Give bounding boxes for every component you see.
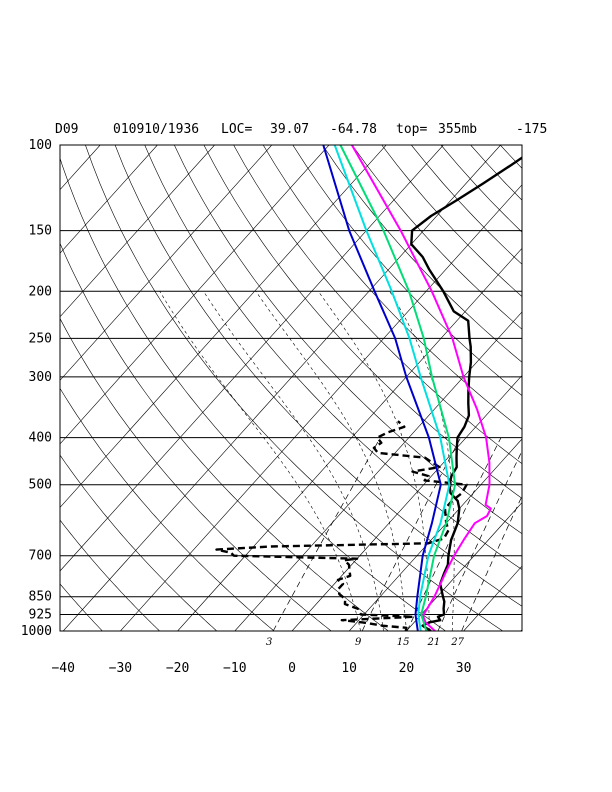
isotherm-line	[60, 145, 273, 381]
dry-adiabat-line	[381, 145, 522, 297]
dry-adiabat-line	[114, 145, 522, 607]
isotherm-line	[578, 145, 612, 631]
temperature-tick-label: 10	[341, 661, 357, 676]
moist-adiabat-line	[159, 291, 361, 631]
isotherm-line	[406, 502, 522, 631]
mixing-ratio-line	[461, 495, 522, 631]
mixing-ratio-label: 15	[397, 637, 410, 648]
isotherm-line	[177, 247, 522, 631]
temperature-tick-label: 30	[456, 661, 472, 676]
header-top-label: top=	[396, 122, 427, 137]
pressure-tick-label: 100	[29, 138, 52, 153]
header-lat: 39.07	[270, 122, 309, 137]
header-extra: -175	[516, 122, 547, 137]
mixing-ratio-label: 21	[427, 637, 441, 648]
sounding-trace	[322, 145, 442, 631]
mixing-ratio-label: 3	[266, 637, 272, 648]
isotherm-line	[463, 565, 522, 631]
header-station: D09	[55, 122, 78, 137]
header-lon: -64.78	[330, 122, 377, 137]
pressure-tick-label: 300	[29, 370, 52, 385]
temperature-tick-label: −40	[51, 661, 74, 676]
pressure-tick-label: 925	[29, 608, 52, 623]
temperature-tick-label: 20	[399, 661, 415, 676]
sounding-trace	[333, 145, 451, 631]
sounding-trace	[410, 156, 522, 631]
dry-adiabat-line	[351, 145, 522, 330]
dry-adiabat-line	[144, 145, 522, 571]
pressure-tick-label: 850	[29, 590, 52, 605]
pressure-tick-label: 250	[29, 331, 52, 346]
pressure-tick-label: 150	[29, 224, 52, 239]
header-top-value: 355mb	[438, 122, 477, 137]
isotherm-line	[60, 145, 387, 508]
dry-adiabat-line	[530, 145, 612, 631]
isotherm-line	[60, 145, 215, 318]
temperature-tick-label: −30	[109, 661, 132, 676]
dry-adiabat-line	[499, 145, 522, 169]
dry-adiabat-line	[440, 145, 522, 233]
header-datetime: 010910/1936	[113, 122, 199, 137]
isotherm-line	[60, 145, 158, 254]
moist-adiabat-line	[255, 291, 407, 631]
moist-adiabat-line	[203, 291, 384, 631]
mixing-ratio-label: 27	[450, 637, 464, 648]
isotherm-line	[120, 184, 522, 631]
isotherm-line	[234, 311, 522, 631]
dry-adiabat-line	[262, 145, 522, 430]
isotherm-line	[348, 438, 522, 631]
isotherm-line	[60, 145, 330, 445]
isotherm-line	[62, 145, 501, 631]
dry-adiabat-line	[203, 145, 522, 499]
header-loc-label: LOC=	[221, 122, 252, 137]
mixing-ratio-line	[437, 450, 522, 631]
isotherm-line	[520, 629, 522, 631]
temperature-tick-label: 0	[288, 661, 296, 676]
pressure-tick-label: 1000	[21, 624, 52, 639]
sounding-traces	[215, 145, 522, 631]
pressure-tick-label: 500	[29, 478, 52, 493]
pressure-tick-label: 700	[29, 549, 52, 564]
temperature-tick-label: −20	[166, 661, 189, 676]
pressure-tick-label: 200	[29, 284, 52, 299]
pressure-tick-label: 400	[29, 431, 52, 446]
sounding-trace	[339, 145, 457, 631]
sounding-trace	[351, 145, 492, 631]
mixing-ratio-label: 9	[355, 637, 362, 648]
isobar-lines	[60, 144, 522, 632]
temperature-tick-label: −10	[223, 661, 246, 676]
plot-frame	[59, 144, 523, 632]
dry-adiabat-line	[60, 519, 160, 631]
isotherm-line	[291, 374, 522, 631]
sounding-trace	[215, 420, 468, 631]
background-lines	[60, 145, 612, 631]
moist-adiabat-line	[318, 291, 430, 631]
dry-adiabat-line	[60, 157, 446, 631]
moist-adiabat-line	[389, 291, 455, 631]
